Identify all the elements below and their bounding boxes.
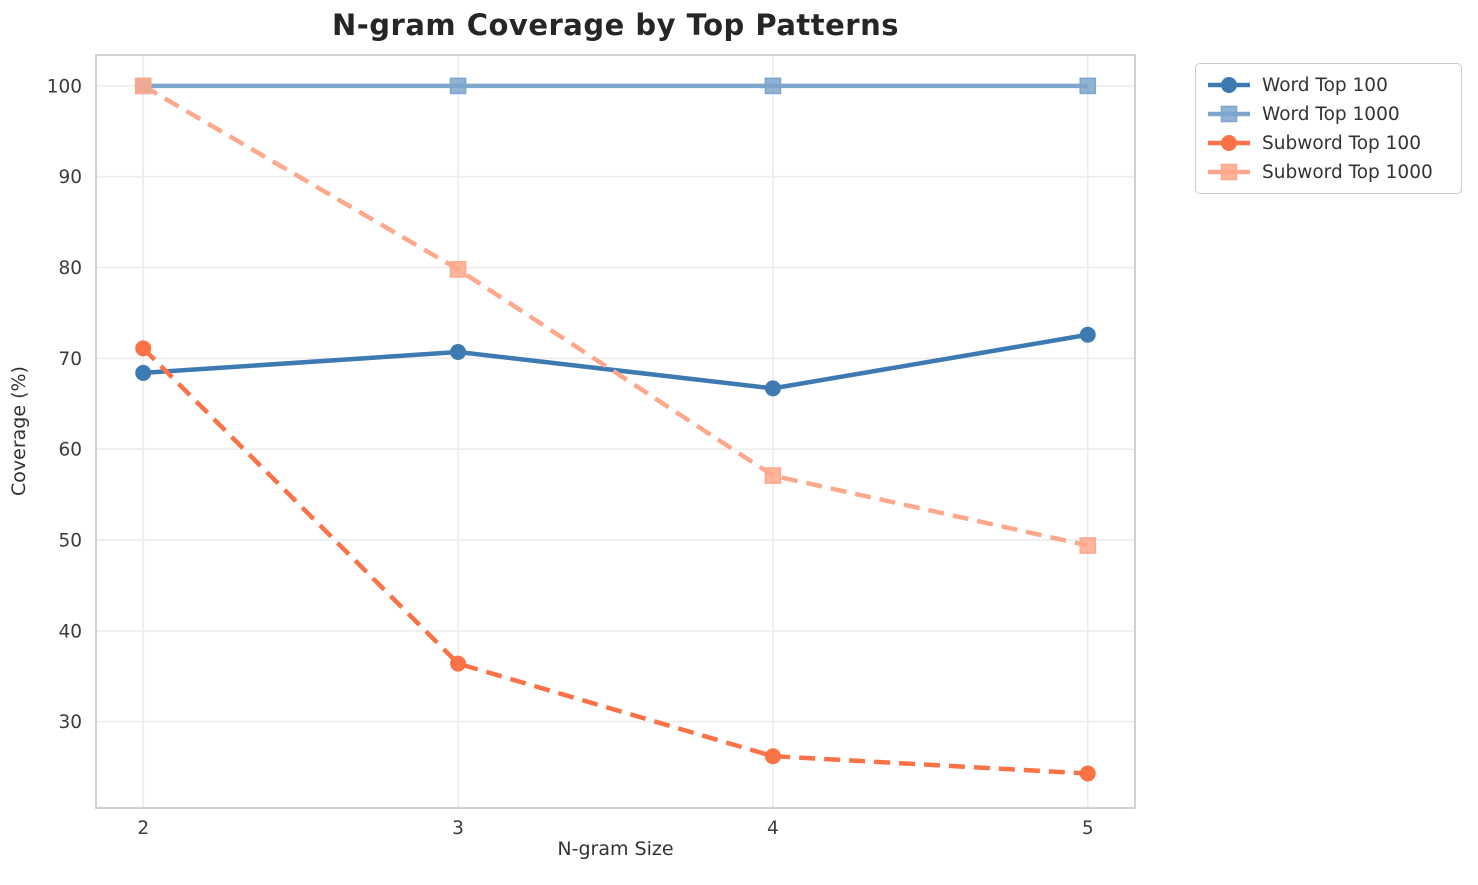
series-line-subword-top-1000 [142,83,1089,548]
plot-border [95,54,1136,809]
chart-title: N-gram Coverage by Top Patterns [331,8,900,42]
series-marker-subword-top-100 [764,748,781,765]
series-marker-word-top-1000 [1079,77,1097,95]
legend-item-subword-top-1000: Subword Top 1000 [1206,161,1447,183]
series-marker-subword-top-1000 [764,467,782,484]
y-axis-label: Coverage (%) [8,366,30,496]
y-tick-label: 30 [58,712,82,733]
series-marker-word-top-1000 [449,77,467,95]
legend-label: Word Top 100 [1262,74,1388,96]
x-tick-label: 5 [1082,818,1094,839]
legend-label: Word Top 1000 [1262,103,1400,125]
y-tick-label: 90 [58,167,82,188]
y-tick-label: 50 [58,531,82,552]
series-line-subword-top-100 [141,346,1088,776]
series-marker-subword-top-1000 [1079,537,1097,554]
series-marker-word-top-100 [764,380,781,397]
legend-item-subword-top-100: Subword Top 100 [1206,132,1447,154]
series-marker-word-top-100 [450,344,467,361]
legend-item-word-top-100: Word Top 100 [1206,74,1447,96]
series-marker-word-top-100 [135,364,152,381]
legend-square-marker-icon [1208,105,1250,123]
series-marker-subword-top-1000 [449,261,467,278]
legend-circle-marker-icon [1208,135,1250,151]
series-line-word-top-100 [143,332,1089,391]
y-tick-label: 40 [58,621,82,642]
series-marker-subword-top-1000 [134,77,152,95]
legend-circle-marker-icon [1208,77,1250,93]
series-marker-subword-top-100 [450,655,467,672]
y-tick-label: 80 [58,258,82,279]
x-tick-label: 4 [767,818,779,839]
legend-label: Subword Top 100 [1262,132,1421,154]
legend-label: Subword Top 1000 [1262,161,1433,183]
x-axis-label: N-gram Size [557,838,674,860]
series-marker-subword-top-100 [135,340,152,357]
legend-item-word-top-1000: Word Top 1000 [1206,103,1447,125]
legend-square-marker-icon [1208,163,1250,181]
y-tick-label: 60 [58,440,82,461]
legend: Word Top 100 Word Top 1000 Subword Top 100… [1195,63,1462,194]
series-marker-subword-top-100 [1079,765,1096,782]
y-tick-label: 100 [47,76,82,97]
x-tick-label: 2 [137,818,149,839]
x-tick-label: 3 [452,818,464,839]
series-marker-word-top-100 [1079,326,1096,343]
series-marker-word-top-1000 [764,77,782,95]
y-tick-label: 70 [58,349,82,370]
